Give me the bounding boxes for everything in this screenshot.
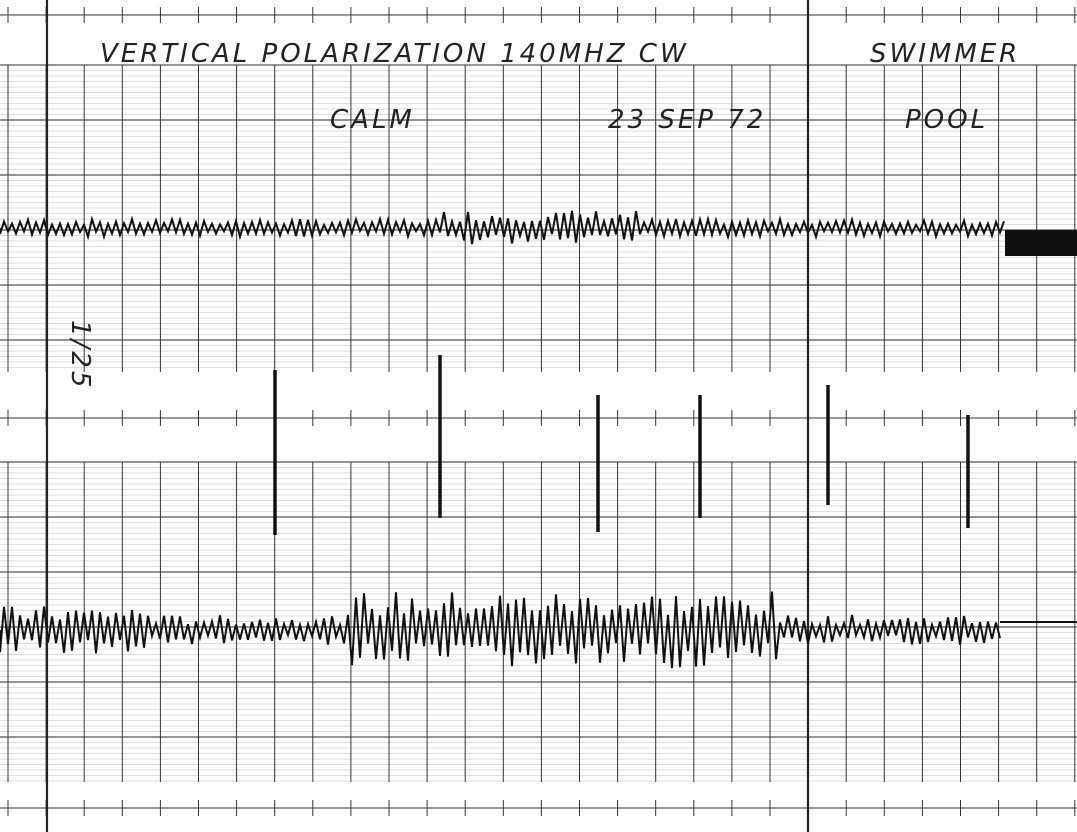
side-note: 1/25 <box>65 320 95 390</box>
date: 23 SEP 72 <box>608 105 766 135</box>
lower-trace <box>0 591 1001 669</box>
subject: SWIMMER <box>870 39 1020 69</box>
trace-end-block <box>1005 230 1077 256</box>
condition: CALM <box>330 105 415 135</box>
title: VERTICAL POLARIZATION 140MHZ CW <box>100 39 689 69</box>
traces <box>0 210 1077 669</box>
upper-trace <box>0 210 1005 245</box>
location: POOL <box>905 105 988 135</box>
